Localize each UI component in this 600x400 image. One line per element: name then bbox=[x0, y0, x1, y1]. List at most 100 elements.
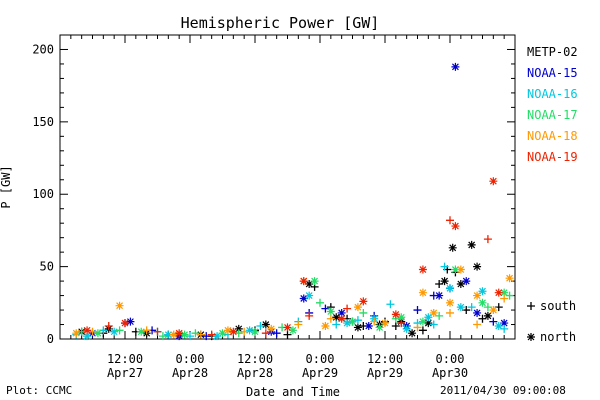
north-point bbox=[169, 330, 178, 339]
south-point bbox=[386, 300, 395, 309]
x-tick-time: 12:00 bbox=[107, 352, 143, 366]
north-point bbox=[218, 329, 227, 338]
legend-entry: NOAA-15 bbox=[527, 66, 578, 80]
north-point bbox=[494, 288, 503, 297]
x-tick-date: Apr29 bbox=[302, 366, 338, 380]
series-noaa-17 bbox=[77, 265, 514, 341]
footer-credit: Plot: CCMC bbox=[6, 384, 73, 397]
north-point bbox=[234, 324, 243, 333]
south-point bbox=[489, 317, 498, 326]
north-point bbox=[478, 287, 487, 296]
footer-timestamp: 2011/04/30 09:00:08 bbox=[440, 384, 566, 397]
south-point bbox=[316, 298, 324, 307]
north-point bbox=[375, 323, 384, 332]
north-point bbox=[424, 313, 433, 322]
south-point bbox=[332, 320, 341, 329]
north-point bbox=[251, 327, 259, 336]
legend-entry: NOAA-19 bbox=[527, 150, 578, 164]
x-tick-date: Apr27 bbox=[107, 366, 143, 380]
south-point bbox=[305, 311, 314, 320]
south-point bbox=[104, 321, 113, 330]
north-point bbox=[337, 308, 346, 317]
north-point bbox=[337, 314, 346, 323]
south-point bbox=[440, 262, 449, 271]
y-axis: 0 50 100 150 200 bbox=[32, 34, 515, 346]
north-point bbox=[473, 262, 482, 271]
south-point bbox=[240, 327, 249, 336]
south-point bbox=[294, 320, 303, 329]
data-points bbox=[72, 62, 514, 341]
north-point bbox=[456, 279, 465, 288]
south-point bbox=[272, 329, 281, 338]
north-point bbox=[364, 321, 373, 330]
north-point bbox=[110, 327, 119, 336]
south-point bbox=[158, 332, 167, 341]
north-point bbox=[288, 326, 297, 335]
north-point bbox=[321, 321, 330, 330]
south-point bbox=[202, 332, 211, 341]
north-point bbox=[381, 319, 389, 328]
x-axis: 12:00Apr270:00Apr2812:00Apr280:00Apr2912… bbox=[59, 35, 516, 380]
y-tick-label: 200 bbox=[32, 42, 54, 56]
north-point bbox=[213, 332, 222, 341]
south-point bbox=[88, 327, 97, 336]
north-point bbox=[326, 307, 335, 316]
north-point bbox=[456, 265, 465, 274]
south-point bbox=[234, 329, 243, 338]
south-point bbox=[413, 323, 422, 332]
north-point bbox=[451, 62, 460, 71]
x-tick-date: Apr29 bbox=[367, 366, 403, 380]
north-point bbox=[494, 321, 503, 330]
north-point bbox=[448, 243, 457, 252]
north-point bbox=[310, 277, 319, 286]
north-point bbox=[429, 308, 438, 317]
north-point bbox=[500, 288, 509, 297]
north-point bbox=[121, 319, 129, 328]
legend: METP-02 NOAA-15 NOAA-16 NOAA-17 NOAA-18 NOAA-… bbox=[527, 45, 578, 164]
north-point bbox=[391, 310, 400, 319]
y-tick-label: 50 bbox=[40, 260, 54, 274]
north-point bbox=[267, 324, 276, 333]
south-point bbox=[343, 304, 352, 313]
north-point bbox=[353, 323, 362, 332]
north-point bbox=[175, 329, 184, 338]
north-point bbox=[505, 274, 514, 283]
north-point bbox=[299, 294, 308, 303]
south-point bbox=[142, 326, 151, 335]
north-point bbox=[83, 332, 92, 341]
plot-frame bbox=[59, 34, 516, 340]
south-point bbox=[413, 306, 422, 315]
south-point bbox=[473, 320, 482, 329]
south-point bbox=[397, 319, 406, 328]
legend-entry: NOAA-16 bbox=[527, 87, 578, 101]
north-point bbox=[93, 329, 102, 338]
north-point bbox=[115, 301, 124, 310]
x-tick-time: 12:00 bbox=[367, 352, 403, 366]
south-point bbox=[196, 330, 205, 339]
y-axis-label: P [GW] bbox=[0, 165, 13, 208]
x-tick-date: Apr30 bbox=[432, 366, 468, 380]
north-point bbox=[424, 319, 433, 328]
marker-legend-label: south bbox=[540, 299, 576, 313]
x-tick-time: 12:00 bbox=[237, 352, 273, 366]
north-point bbox=[348, 317, 357, 326]
south-point bbox=[446, 308, 454, 317]
legend-entry: METP-02 bbox=[527, 45, 578, 59]
north-point bbox=[440, 277, 449, 286]
south-point bbox=[391, 321, 400, 330]
x-tick-date: Apr28 bbox=[172, 366, 208, 380]
series-noaa-15 bbox=[88, 62, 509, 341]
north-point bbox=[343, 319, 352, 328]
south-point bbox=[191, 329, 200, 338]
south-point bbox=[115, 326, 124, 335]
south-point bbox=[207, 330, 216, 339]
marker-legend: south north bbox=[527, 299, 576, 344]
north-point bbox=[473, 308, 482, 317]
north-point bbox=[126, 317, 135, 326]
south-point bbox=[359, 308, 368, 317]
south-point bbox=[283, 330, 292, 339]
legend-entry: NOAA-18 bbox=[527, 129, 578, 143]
legend-entry: NOAA-17 bbox=[527, 108, 578, 122]
north-point bbox=[305, 291, 314, 300]
